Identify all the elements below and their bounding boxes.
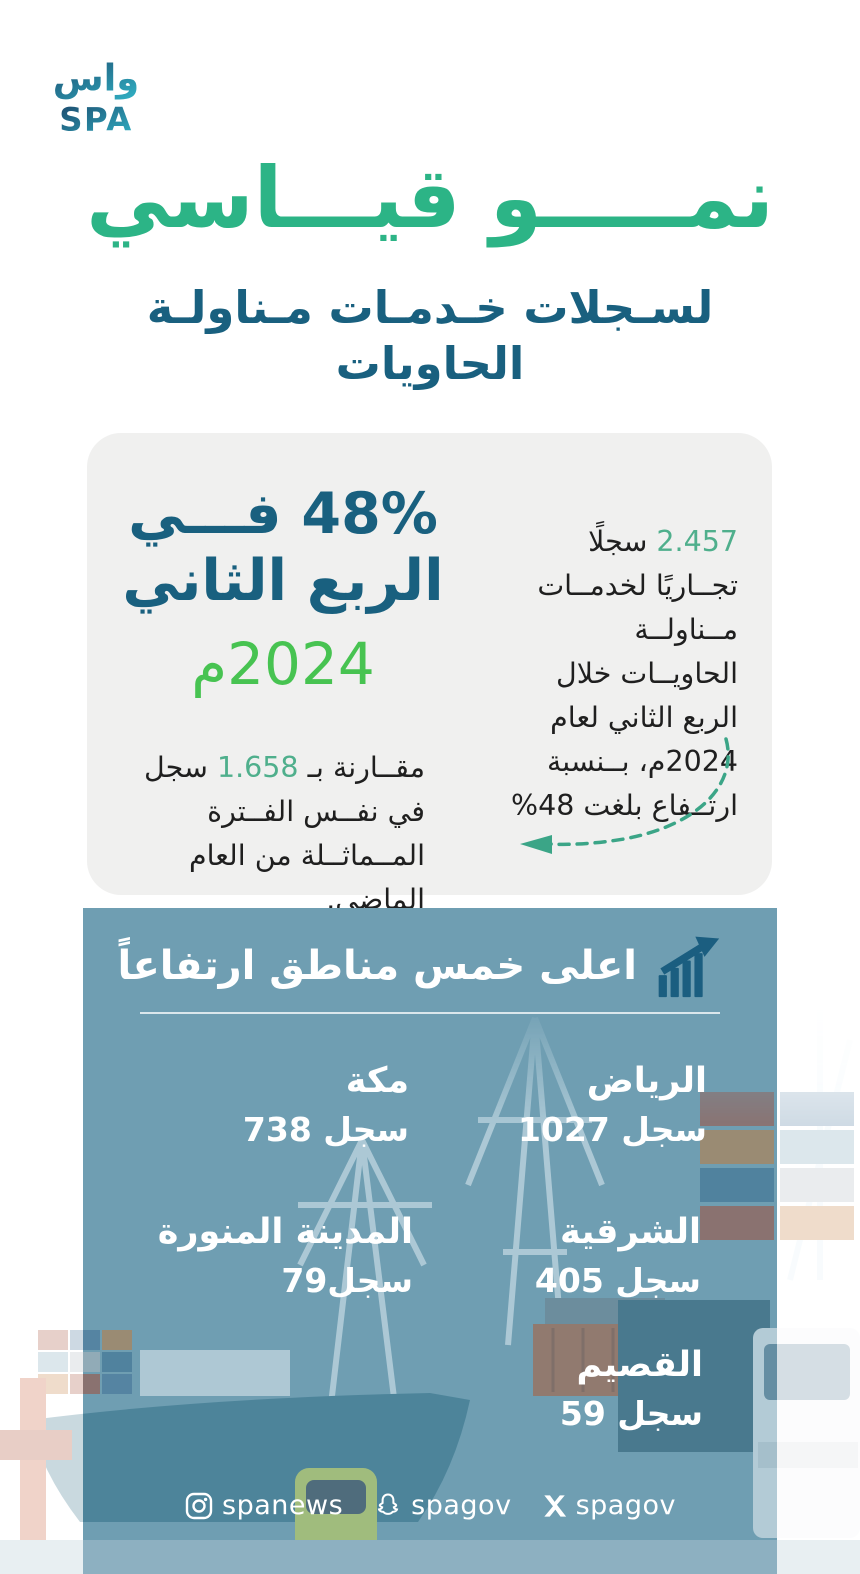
headline-line-1: 48% فـــي <box>128 481 438 547</box>
bar-chart-rising-arrow-icon <box>658 936 720 998</box>
region-makkah: مكة 738 سجل <box>243 1060 409 1150</box>
spa-logo: واس SPA <box>46 46 146 150</box>
region-name: الرياض <box>586 1061 707 1101</box>
stat-number: 2.457 <box>656 524 738 558</box>
stat-paragraph: 2.457 سجلًا تجــاريًا لخدمــات مــناولــ… <box>510 520 738 828</box>
page-subtitle: لسـجلات خـدمـات مـناولـة الحاويات <box>0 280 860 392</box>
region-madinah: المدينة المنورة 79سجل <box>158 1211 413 1301</box>
region-name: القصيم <box>576 1345 703 1385</box>
region-value: 1027 سجل <box>517 1110 707 1149</box>
logo-latin-text: SPA <box>59 100 133 138</box>
headline-year: 2024م <box>191 629 375 698</box>
region-sharqiyah: الشرقية 405 سجل <box>535 1211 701 1301</box>
region-value: 405 سجل <box>534 1261 701 1300</box>
snapchat-icon <box>377 1492 399 1515</box>
region-name: الشرقية <box>560 1212 701 1252</box>
region-value: 738 سجل <box>242 1110 409 1149</box>
stat-text: سجلًا تجــاريًا لخدمــات مــناولــة الحا… <box>511 524 738 822</box>
subtitle-line-1: لسـجلات خـدمـات مـناولـة <box>146 281 714 334</box>
left-photo-fade <box>0 1000 83 1574</box>
region-qassim: القصيم 59 سجل <box>560 1344 703 1434</box>
x-icon <box>543 1494 566 1517</box>
subtitle-line-2: الحاويات <box>335 336 525 390</box>
logo-arabic-text: واس <box>53 56 140 99</box>
stat-card: 2.457 سجلًا تجــاريًا لخدمــات مــناولــ… <box>87 433 772 916</box>
social-footer: spanews spagov spagov <box>83 1490 777 1521</box>
compare-prefix: مقــارنة بـ <box>298 750 425 784</box>
section-content: اعلى خمس مناطق ارتفاعاً الرياض 1027 سجل … <box>83 908 777 1574</box>
right-photo-fade <box>777 1000 860 1574</box>
region-name: مكة <box>345 1061 409 1101</box>
instagram-handle-text: spanews <box>222 1490 344 1521</box>
section-divider <box>140 1012 720 1014</box>
spa-logo-icon: واس SPA <box>53 56 140 138</box>
region-name: المدينة المنورة <box>157 1212 413 1252</box>
dashed-curved-arrow-icon <box>520 737 730 854</box>
region-value: 59 سجل <box>559 1394 703 1433</box>
x-handle: spagov <box>542 1490 676 1521</box>
compare-number: 1.658 <box>216 750 299 784</box>
section-title: اعلى خمس مناطق ارتفاعاً <box>117 943 637 989</box>
compare-paragraph: مقــارنة بـ 1.658 سجل في نفــس الفــترة … <box>123 746 425 922</box>
region-value: 79سجل <box>281 1261 413 1300</box>
x-handle-text: spagov <box>575 1490 676 1521</box>
snapchat-handle: spagov <box>373 1490 511 1521</box>
card-headline: 48% فـــي الربع الثاني 2024م <box>115 481 451 698</box>
region-riyadh: الرياض 1027 سجل <box>518 1060 707 1150</box>
page-title: نمـــــو قيـــاسي <box>86 149 774 247</box>
headline-line-2: الربع الثاني <box>122 548 444 615</box>
instagram-handle: spanews <box>184 1490 343 1521</box>
section-header: اعلى خمس مناطق ارتفاعاً <box>113 918 721 1014</box>
snapchat-handle-text: spagov <box>411 1490 512 1521</box>
instagram-icon <box>185 1492 213 1519</box>
